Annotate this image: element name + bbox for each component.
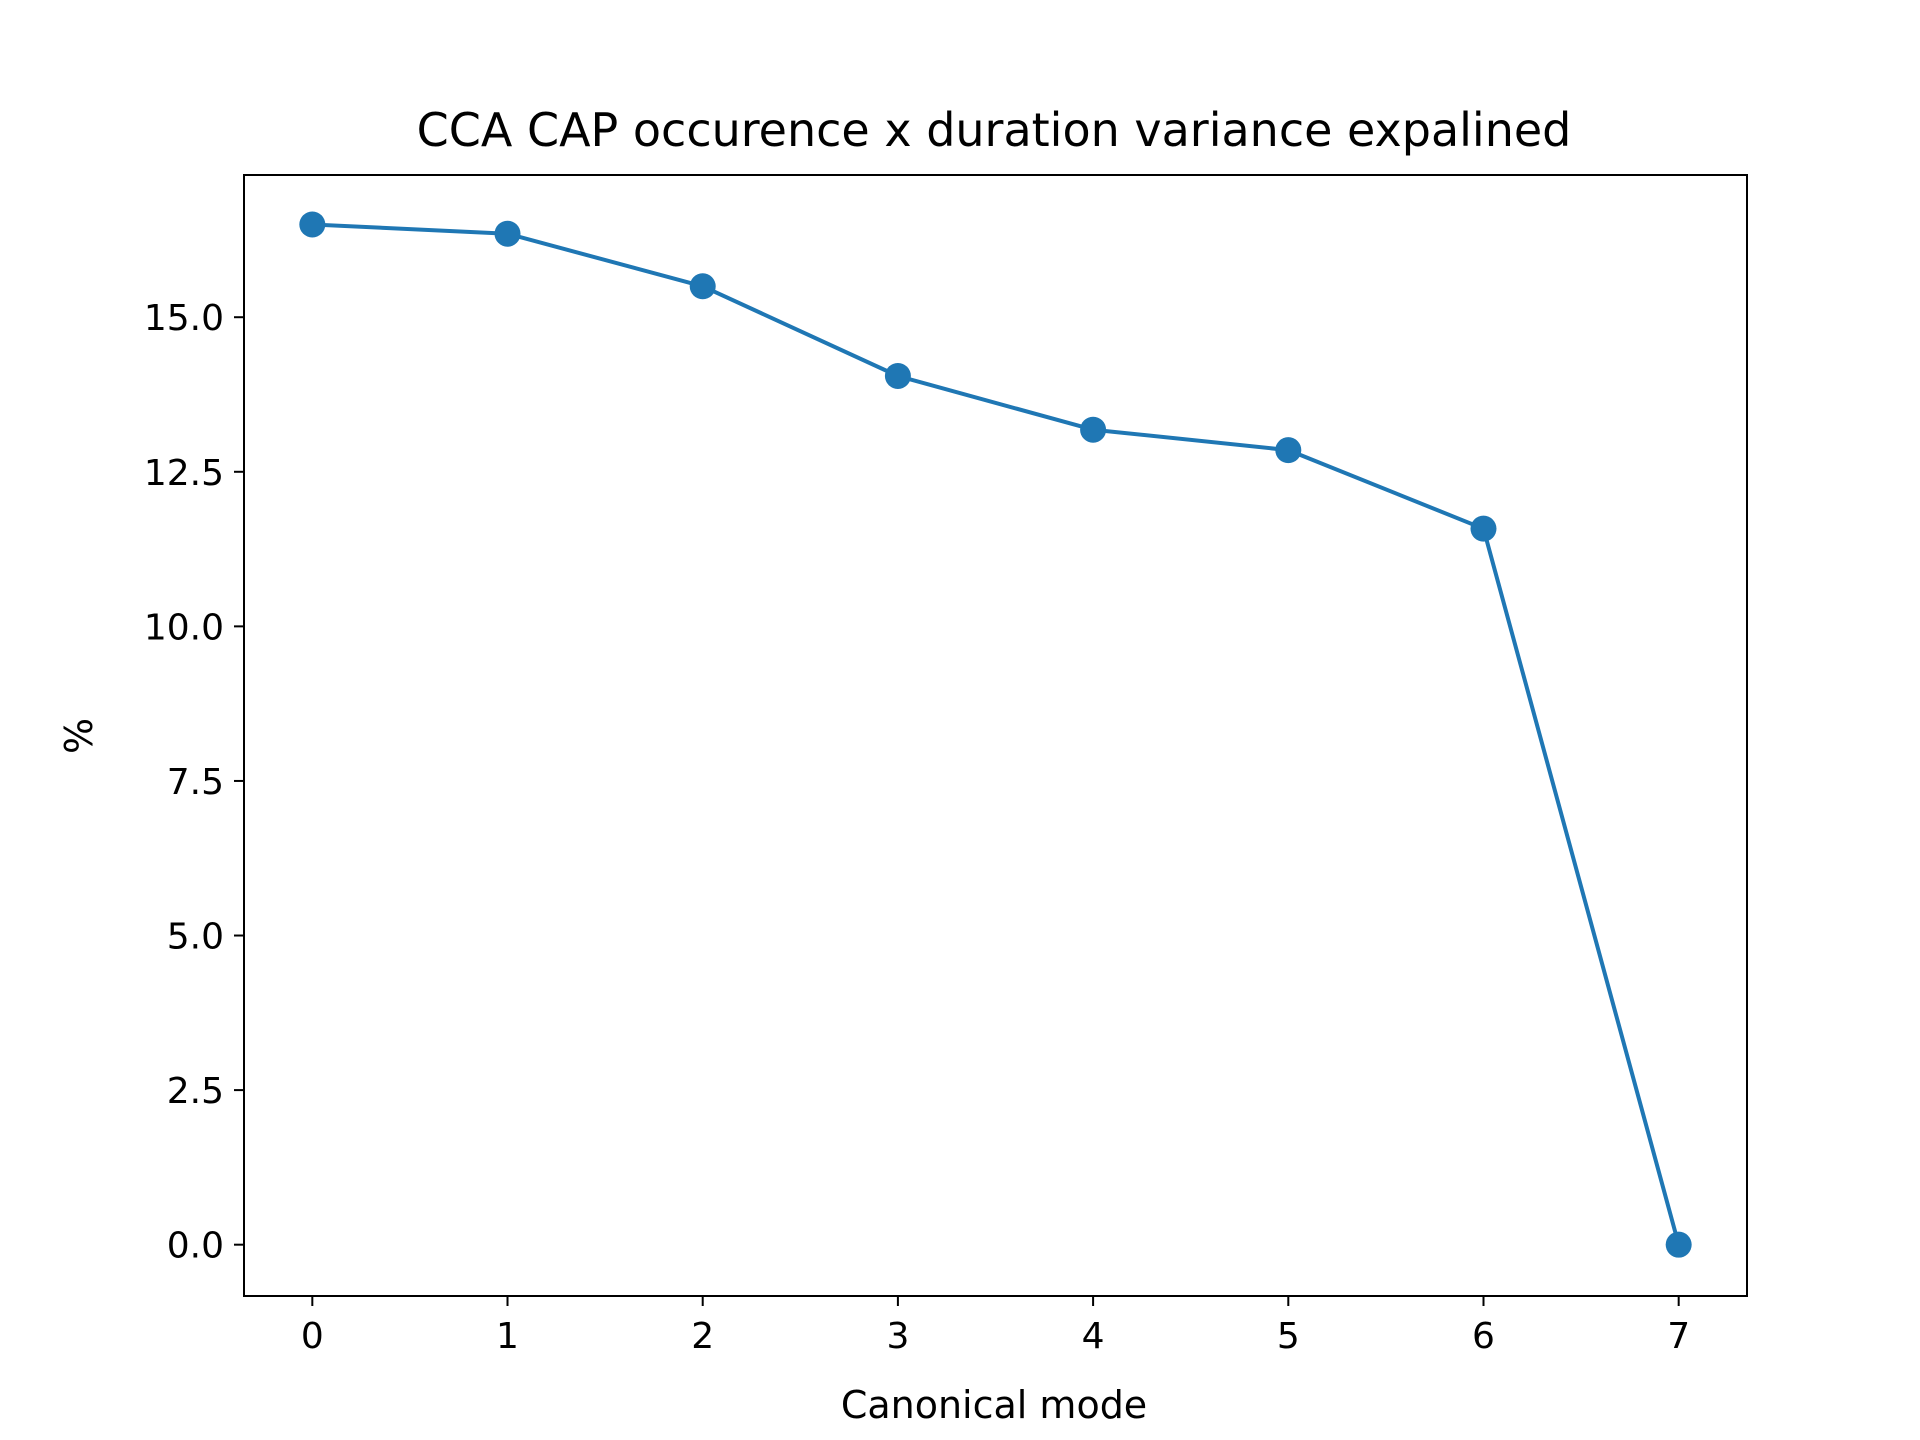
x-tick-label: 4 <box>1082 1316 1105 1357</box>
x-tick-label: 5 <box>1277 1316 1300 1357</box>
y-tick-label: 7.5 <box>167 762 224 803</box>
y-tick-label: 10.0 <box>144 607 224 648</box>
data-point <box>1665 1231 1692 1258</box>
x-tick-label: 7 <box>1667 1316 1690 1357</box>
x-tick-label: 2 <box>691 1316 714 1357</box>
y-tick-label: 0.0 <box>167 1226 224 1267</box>
x-tick-label: 3 <box>886 1316 909 1357</box>
x-tick-label: 6 <box>1472 1316 1495 1357</box>
y-tick-label: 5.0 <box>167 917 224 958</box>
y-tick-label: 15.0 <box>144 298 224 339</box>
y-tick-label: 12.5 <box>144 453 224 494</box>
x-tick-label: 0 <box>301 1316 324 1357</box>
data-point <box>494 220 521 247</box>
data-point <box>1275 437 1302 464</box>
plot-area-frame <box>243 174 1748 1297</box>
data-point <box>689 273 716 300</box>
x-axis-label: Canonical mode <box>841 1383 1147 1427</box>
y-tick-label: 2.5 <box>167 1071 224 1112</box>
x-tick-label: 1 <box>496 1316 519 1357</box>
data-point <box>884 362 911 389</box>
axis-ticks: 0 1 2 3 4 5 6 7 0.0 2.5 5.0 7.5 10.0 12.5 15.0 <box>144 298 1690 1357</box>
data-point <box>299 211 326 238</box>
data-point <box>1470 515 1497 542</box>
data-series <box>299 211 1692 1258</box>
series-line <box>310 222 1682 1248</box>
chart-title: CCA CAP occurence x duration variance ex… <box>417 103 1572 157</box>
data-point <box>1080 416 1107 443</box>
y-axis-label: % <box>57 718 101 754</box>
